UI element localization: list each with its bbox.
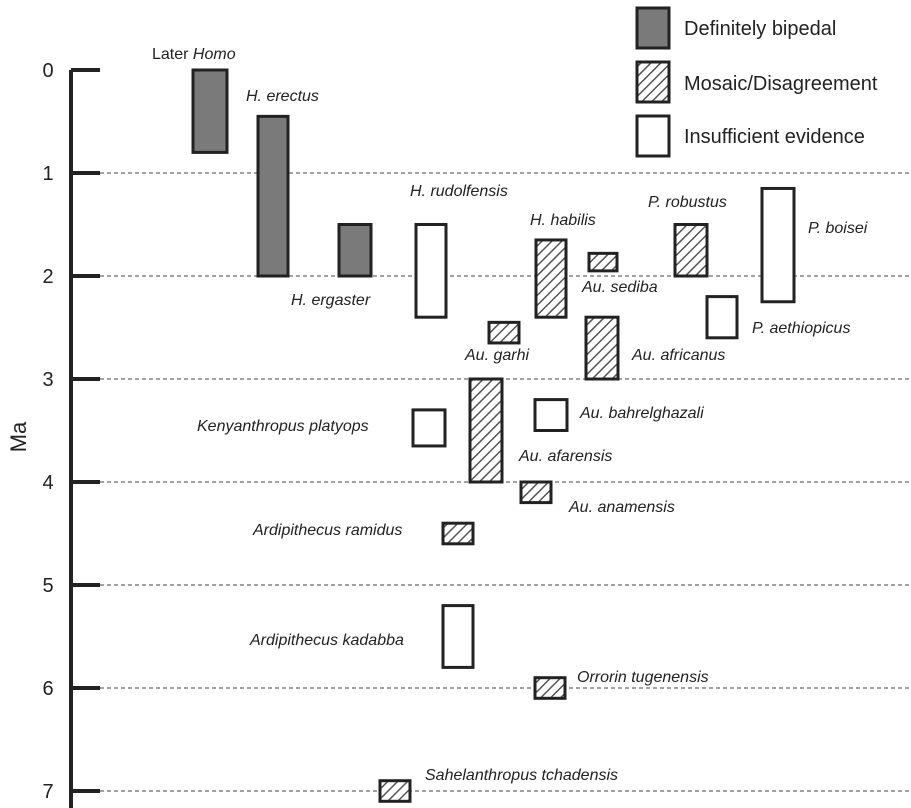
legend-label-mosaic: Mosaic/Disagreement [684,73,878,95]
label-later-homo: Later Homo [152,46,236,63]
bar-au-sediba [587,251,619,273]
label-au-bahrelghazali: Au. bahrelghazali [579,405,704,422]
label-h-erectus: H. erectus [246,88,319,105]
y-tick-label: 0 [42,60,53,82]
bar-au-afarensis [468,377,504,484]
legend-swatch-definite [635,6,671,50]
bar-h-ergaster [337,223,373,278]
label-p-robustus: P. robustus [648,194,727,211]
legend-swatch-insufficient [635,114,671,158]
bar-p-robustus [673,223,709,278]
y-tick-label: 6 [42,678,53,700]
y-tick-label: 5 [42,575,53,597]
label-orrorin-tugenensis: Orrorin tugenensis [577,669,709,686]
label-au-afarensis: Au. afarensis [518,448,612,465]
label-kenyanthropus-platyops: Kenyanthropus platyops [197,418,369,435]
bar-au-bahrelghazali [533,398,569,433]
y-tick-label: 2 [42,266,53,288]
label-h-ergaster: H. ergaster [291,292,371,309]
y-tick-label: 3 [42,369,53,391]
bar-au-garhi [487,320,521,345]
legend: Definitely bipedal Mosaic/Disagreement I… [635,6,878,158]
label-sahelanthropus-tchadensis: Sahelanthropus tchadensis [425,767,618,784]
label-ardipithecus-ramidus: Ardipithecus ramidus [252,522,402,539]
bar-au-anamensis [519,480,553,505]
label-h-habilis: H. habilis [530,212,596,229]
bar-p-aethiopicus [705,295,739,340]
legend-label-definite: Definitely bipedal [684,18,836,40]
label-au-garhi: Au. garhi [464,347,529,364]
bar-p-boisei [760,186,796,304]
label-au-africanus: Au. africanus [631,347,725,364]
bar-orrorin-tugenensis [533,676,567,700]
bar-h-habilis [534,238,568,319]
label-au-sediba: Au. sediba [581,279,658,296]
y-tick-label: 7 [42,781,53,803]
legend-label-insufficient: Insufficient evidence [684,126,865,148]
label-au-anamensis: Au. anamensis [568,499,675,516]
legend-swatch-mosaic [635,60,671,104]
bar-au-africanus [584,315,620,381]
y-axis: 0 1 2 3 4 5 6 7 [42,60,100,808]
label-h-rudolfensis: H. rudolfensis [410,183,508,200]
y-axis-title: Ma [6,421,31,452]
bar-h-rudolfensis [414,223,448,319]
y-tick-label: 4 [42,472,53,494]
label-ardipithecus-kadabba: Ardipithecus kadabba [249,632,404,649]
bar-sahelanthropus-tchadensis [378,779,412,803]
bar-ardipithecus-kadabba [441,604,475,669]
species-labels: Later Homo H. erectus H. ergaster H. rudolf… [152,46,868,784]
y-tick-label: 1 [42,163,53,185]
bar-kenyanthropus-platyops [411,408,447,448]
label-p-boisei: P. boisei [808,220,868,237]
bar-later-homo [191,68,229,154]
label-p-aethiopicus: P. aethiopicus [752,320,850,337]
bar-ardipithecus-ramidus [441,521,475,546]
species-bars [191,68,796,803]
bar-h-erectus [256,114,290,278]
